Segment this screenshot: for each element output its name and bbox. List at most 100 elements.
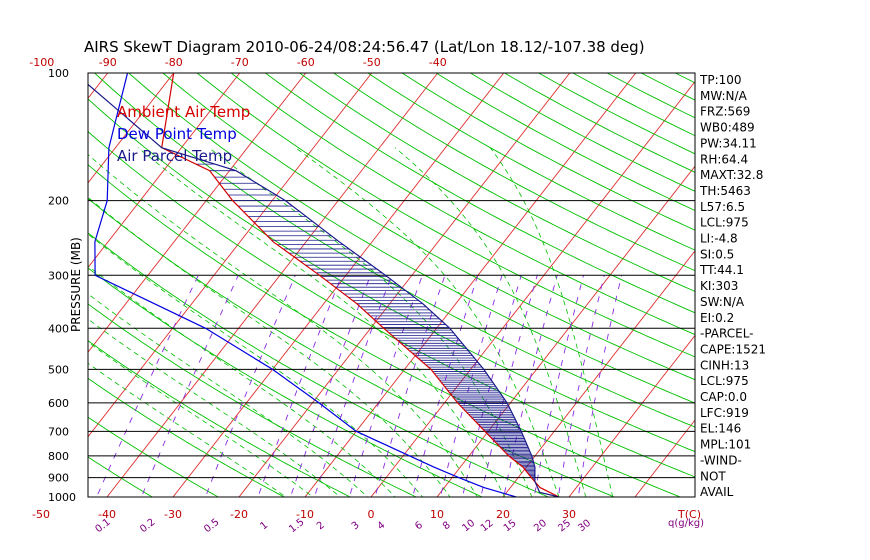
dry-adiabat (332, 73, 695, 272)
mixing-ratio-line (348, 275, 423, 497)
dry-adiabat (674, 73, 695, 84)
index-entry: EL:146 (700, 422, 741, 436)
index-entry: MW:N/A (700, 89, 748, 103)
isotherm (88, 73, 175, 184)
isotherm (88, 73, 109, 100)
legend-dewpoint: Dew Point Temp (117, 125, 237, 143)
index-entry: MAXT:32.8 (700, 168, 763, 182)
top-temp-tick-label: -70 (231, 56, 249, 69)
index-entry: -WIND- (700, 453, 742, 467)
y-axis-label: PRESSURE (MB) (69, 237, 83, 332)
pressure-tick-label: 800 (48, 450, 69, 463)
mixing-ratio-label: 0.2 (138, 517, 157, 535)
bottom-temp-tick-label: 20 (496, 508, 510, 521)
dry-adiabat (88, 267, 484, 497)
index-entry: SI:0.5 (700, 247, 734, 261)
index-entry: CAP:0.0 (700, 390, 747, 404)
dry-adiabat (264, 73, 695, 314)
plot-frame (87, 72, 696, 498)
top-temp-tick-label: -50 (363, 56, 381, 69)
dry-adiabat (469, 73, 695, 192)
legend-parcel: Air Parcel Temp (117, 147, 232, 165)
dry-adiabat (792, 64, 870, 506)
pressure-tick-label: 600 (48, 397, 69, 410)
mixing-ratio-unit: q(g/kg) (668, 518, 704, 529)
dry-adiabat (537, 73, 695, 155)
moist-adiabat (88, 233, 424, 497)
pressure-tick-label: 500 (48, 363, 69, 376)
isotherm (0, 64, 49, 506)
cape-hatch (195, 163, 536, 483)
mixing-ratio-line (140, 275, 239, 497)
dewpoint-line (94, 73, 517, 497)
top-temp-tick-label: -90 (99, 56, 117, 69)
mixing-ratio-label: 10 (460, 518, 477, 535)
mixing-ratio-label: 30 (576, 518, 593, 535)
isotherm (88, 73, 241, 269)
dry-adiabat (88, 377, 286, 497)
legend-ambient: Ambient Air Temp (117, 103, 250, 121)
mixing-ratio-label: 1 (259, 520, 271, 533)
profile-lines (88, 73, 560, 497)
bottom-temp-tick-label: -10 (296, 508, 314, 521)
pressure-tick-label: 100 (48, 67, 69, 80)
mixing-ratio-label: 2 (315, 520, 327, 533)
index-entry: LFC:919 (700, 406, 749, 420)
mixing-ratio-label: 4 (376, 520, 388, 533)
index-entry: TT:44.1 (699, 263, 744, 277)
moist-adiabat (88, 154, 478, 497)
moist-adiabat (88, 362, 287, 497)
mixing-ratio-line (439, 275, 503, 497)
dry-adiabat (88, 340, 352, 497)
isotherm (88, 73, 307, 353)
temp-unit-label: T(C) (677, 508, 701, 521)
index-entry: LCL:975 (700, 374, 749, 388)
mixing-ratio-line (577, 275, 623, 497)
mixing-ratio-line (204, 275, 296, 497)
bottom-temp-tick-label: -40 (98, 508, 116, 521)
mixing-ratio-label: 20 (532, 518, 549, 535)
moist-adiabat (137, 147, 506, 497)
mixing-ratio-label: 0.5 (202, 517, 221, 535)
index-entry: CAPE:1521 (700, 342, 766, 356)
bottom-temp-tick-label: -20 (230, 508, 248, 521)
index-entry: FRZ:569 (700, 105, 750, 119)
index-entry: TH:5463 (699, 184, 751, 198)
top-temp-tick-label: -40 (429, 56, 447, 69)
legend: Ambient Air Temp Dew Point Temp Air Parc… (117, 103, 250, 165)
dry-adiabat (88, 416, 220, 497)
dry-adiabat (758, 64, 870, 506)
top-temp-tick-label: -80 (165, 56, 183, 69)
dry-adiabat (88, 456, 154, 497)
dry-adiabat (0, 64, 101, 506)
moist-adiabat (88, 341, 314, 497)
dry-adiabat (367, 73, 695, 251)
index-entry: LI:-4.8 (700, 232, 738, 246)
index-entry: MPL:101 (700, 438, 751, 452)
mixing-ratio-label: 6 (413, 520, 425, 533)
index-entry: PW:34.11 (700, 136, 757, 150)
top-temp-tick-label: -100 (29, 56, 54, 69)
index-entry: -PARCEL- (700, 327, 754, 341)
index-entry: CINH:13 (700, 358, 749, 372)
mixing-ratio-line (374, 275, 446, 497)
mixing-ratio-line (412, 275, 479, 497)
index-entry: WB0:489 (700, 121, 755, 135)
bottom-temp-tick-label: 10 (430, 508, 444, 521)
isotherm (634, 419, 695, 497)
index-entry: AVAIL (700, 485, 734, 499)
mixing-ratio-label: 8 (441, 520, 453, 533)
index-entry: TP:100 (699, 73, 742, 87)
pressure-tick-label: 1000 (48, 491, 76, 504)
pressure-tick-label: 400 (48, 322, 69, 335)
index-entry: NOT (700, 469, 726, 483)
moist-adiabat (88, 265, 396, 497)
chart-title: AIRS SkewT Diagram 2010-06-24/08:24:56.4… (84, 38, 645, 56)
isotherm (106, 73, 439, 497)
mixing-ratio-label: 12 (479, 518, 496, 535)
moist-adiabat (295, 147, 560, 497)
moist-adiabat (88, 196, 451, 497)
mixing-ratio-line (533, 275, 584, 497)
top-temp-tick-label: -60 (297, 56, 315, 69)
isotherm (304, 73, 637, 497)
